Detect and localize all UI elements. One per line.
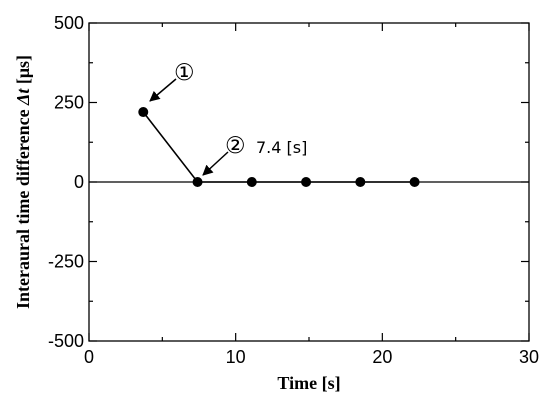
y-axis-title-prefix: Interaural time difference [13, 105, 33, 309]
tick-labels: 0 10 20 30 -500 -250 0 250 500 [48, 13, 539, 367]
series-line [142, 111, 415, 183]
x-tick-label: 0 [84, 347, 94, 367]
data-point [192, 177, 203, 187]
y-tick-label: -500 [48, 331, 84, 351]
y-axis-title-suffix: [μs] [13, 55, 33, 89]
data-point [138, 107, 149, 118]
y-tick-label: -250 [48, 252, 84, 272]
data-point [301, 177, 312, 187]
data-point [355, 177, 366, 187]
x-tick-label: 10 [226, 347, 246, 367]
data-point [409, 177, 420, 187]
annotation-1-marker: ① [174, 60, 195, 86]
y-tick-label: 0 [74, 172, 84, 192]
x-tick-label: 20 [372, 347, 392, 367]
annotation-2: ② 7.4 [s] [202, 133, 307, 176]
annotation-1-arrow [149, 78, 177, 102]
y-tick-label: 250 [54, 93, 84, 113]
data-point [246, 177, 257, 187]
annotation-1: ① [149, 60, 195, 102]
annotation-2-marker: ② [225, 133, 246, 159]
y-axis-title: Interaural time difference Δt [μs] [13, 55, 33, 309]
y-axis-title-var: Δt [13, 88, 33, 106]
y-tick-label: 500 [54, 13, 84, 33]
data-points [138, 107, 420, 187]
annotation-2-label: 7.4 [s] [256, 138, 307, 157]
x-axis-title: Time [s] [277, 373, 340, 393]
annotation-2-arrow [202, 151, 229, 176]
x-tick-label: 30 [519, 347, 539, 367]
